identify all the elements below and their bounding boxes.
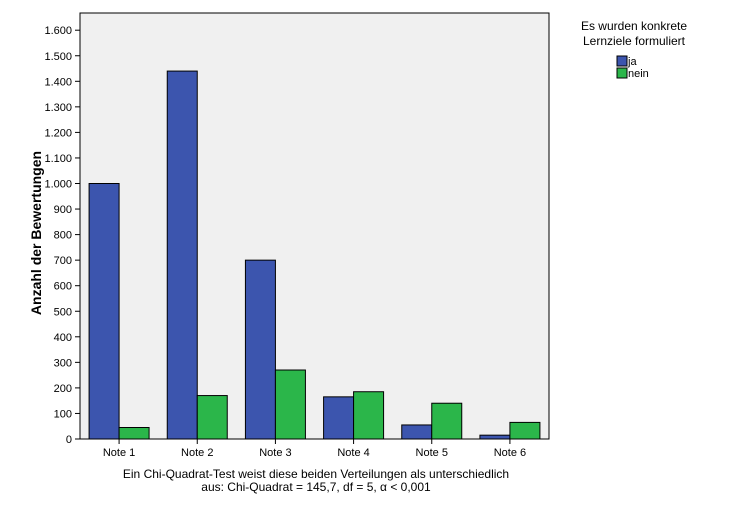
x-tick-label: Note 1 — [103, 447, 135, 459]
legend-label-nein: nein — [628, 68, 649, 80]
bars — [88, 70, 541, 440]
y-tick-label: 1.300 — [44, 102, 72, 114]
bar-ja-1 — [88, 183, 120, 440]
legend-title-line2: Lernziele formuliert — [583, 34, 686, 48]
x-tick-label: Note 4 — [337, 447, 369, 459]
legend-swatch-ja — [616, 55, 628, 67]
footnote-line1: Ein Chi-Quadrat-Test weist diese beiden … — [123, 467, 509, 481]
y-tick-label: 500 — [54, 306, 72, 318]
x-tick-label: Note 6 — [494, 447, 526, 459]
legend-label-ja: ja — [627, 56, 637, 68]
y-tick-label: 1.600 — [44, 25, 72, 37]
bar-nein-1 — [118, 427, 150, 440]
bar-ja-3 — [244, 259, 276, 440]
x-tick-label: Note 3 — [259, 447, 291, 459]
bar-nein-6 — [509, 421, 541, 440]
y-axis-title: Anzahl der Bewertungen — [28, 151, 44, 315]
x-tick-label: Note 5 — [416, 447, 448, 459]
y-tick-label: 300 — [54, 357, 72, 369]
legend-title-line1: Es wurden konkrete — [581, 19, 687, 33]
bar-ja-4 — [323, 396, 355, 440]
legend: Es wurden konkrete Lernziele formuliert … — [581, 19, 687, 80]
y-axis: 0 100 200 300 400 500 600 700 800 900 1.000 1.100 1.… — [44, 25, 80, 446]
y-tick-label: 700 — [54, 255, 72, 267]
x-axis: Note 1 Note 2 Note 3 Note 4 Note 5 Note 6 — [103, 439, 526, 459]
bar-nein-5 — [431, 402, 463, 440]
plot-area — [79, 12, 550, 440]
bar-ja-5 — [401, 424, 433, 440]
bar-nein-3 — [274, 369, 306, 440]
bar-ja-6 — [479, 434, 511, 440]
y-tick-label: 800 — [54, 230, 72, 242]
y-tick-label: 1.100 — [44, 153, 72, 165]
y-tick-label: 0 — [66, 434, 72, 446]
x-tick-label: Note 2 — [181, 447, 213, 459]
y-tick-label: 1.500 — [44, 51, 72, 63]
footnote-line2: aus: Chi-Quadrat = 145,7, df = 5, α < 0,… — [201, 480, 431, 494]
bar-nein-4 — [353, 391, 385, 440]
y-tick-label: 900 — [54, 204, 72, 216]
y-tick-label: 100 — [54, 408, 72, 420]
y-tick-label: 200 — [54, 383, 72, 395]
bar-nein-2 — [196, 395, 228, 440]
y-tick-label: 1.000 — [44, 179, 72, 191]
y-tick-label: 1.400 — [44, 76, 72, 88]
y-tick-label: 400 — [54, 332, 72, 344]
y-tick-label: 1.200 — [44, 127, 72, 139]
bar-ja-2 — [166, 70, 198, 440]
y-tick-label: 600 — [54, 281, 72, 293]
legend-swatch-nein — [616, 67, 628, 79]
